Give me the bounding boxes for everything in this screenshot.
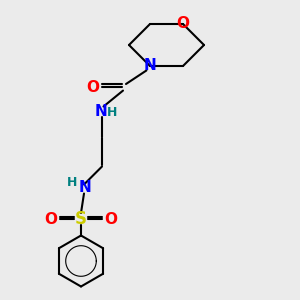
Text: S: S: [75, 210, 87, 228]
Text: N: N: [79, 180, 92, 195]
Text: H: H: [107, 106, 118, 119]
Text: O: O: [86, 80, 100, 94]
Text: O: O: [104, 212, 118, 226]
Text: N: N: [94, 103, 107, 118]
Text: H: H: [67, 176, 77, 190]
Text: N: N: [144, 58, 156, 74]
Text: O: O: [176, 16, 190, 32]
Text: O: O: [44, 212, 58, 226]
